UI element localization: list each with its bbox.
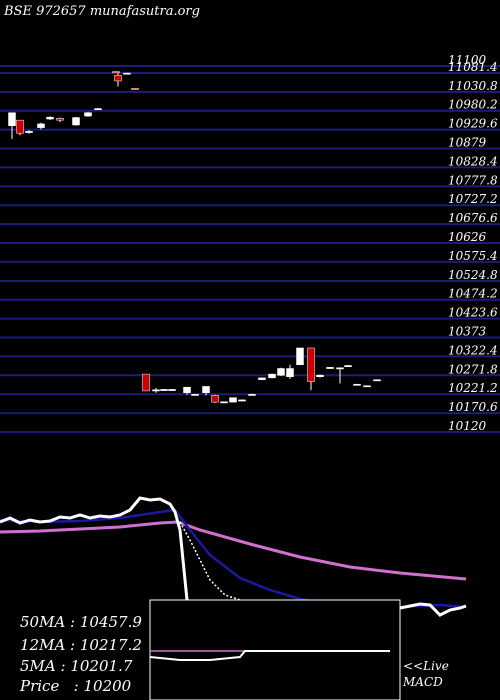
candle-up (168, 389, 176, 391)
candle-up (191, 394, 199, 396)
y-tick-label: 10423.6 (448, 306, 498, 320)
y-tick-label: 10980.2 (448, 98, 498, 112)
candle-up (248, 394, 256, 396)
candle-down (112, 71, 120, 74)
candle-up (363, 385, 371, 388)
candle-up (336, 367, 344, 370)
candle-up (72, 117, 80, 126)
y-tick-label: 10929.6 (448, 117, 498, 131)
candle-up (316, 374, 324, 377)
indicator-panel (0, 496, 467, 617)
candle-up (152, 389, 160, 392)
y-tick-label: 10524.8 (448, 268, 498, 282)
candle-down (142, 373, 150, 392)
candle-up (238, 399, 246, 402)
candle-down (16, 119, 24, 134)
candle-up (160, 389, 168, 391)
y-tick-label: 11030.8 (448, 79, 498, 93)
y-tick-label: 10373 (448, 325, 487, 339)
y-tick-label: 11081.4 (448, 60, 498, 74)
ma-pink-line (0, 520, 467, 581)
candle-up (123, 72, 131, 75)
y-tick-label: 10575.4 (448, 249, 498, 263)
macd-line (149, 650, 390, 661)
candle-down (307, 347, 315, 382)
candle-up (268, 373, 276, 379)
y-tick-label: 10676.6 (448, 211, 498, 225)
y-tick-label: 10474.2 (448, 287, 498, 301)
candle-up (286, 368, 294, 377)
candle-down (211, 395, 219, 403)
candle-up (8, 112, 16, 127)
candle-up (277, 368, 285, 376)
y-tick-label: 10777.8 (448, 173, 498, 187)
ma50-stat: 50MA : 10457.9 (20, 613, 142, 631)
ma5-stat: 5MA : 10201.7 (20, 657, 133, 675)
candle-up (183, 386, 191, 394)
candle-down (114, 75, 122, 82)
candle-up (344, 365, 352, 367)
candle-up (37, 123, 45, 128)
candle-up (84, 112, 92, 117)
candle-up (296, 347, 304, 366)
candle-up (229, 397, 237, 403)
candle-up (94, 108, 102, 111)
price-white-line-right (399, 602, 467, 617)
macd-panel (149, 599, 401, 700)
candle-up (258, 377, 266, 380)
candle-up (46, 116, 54, 120)
y-tick-label: 10727.2 (448, 192, 498, 206)
candle-down (131, 88, 139, 90)
candle-up (202, 386, 210, 394)
y-tick-label: 10322.4 (448, 343, 498, 357)
candle-up (353, 383, 361, 386)
y-tick-label: 10120 (448, 419, 487, 433)
y-tick-label: 10221.2 (448, 381, 498, 395)
candle-down (56, 118, 64, 121)
candle-up (373, 379, 381, 382)
y-tick-label: 10626 (448, 230, 487, 244)
ma-blue-line (0, 508, 467, 609)
macd-live-label: <<Live (403, 659, 449, 673)
y-tick-label: 10170.6 (448, 400, 498, 414)
candles (8, 71, 381, 404)
candle-up (25, 131, 33, 133)
candle-up (326, 367, 334, 369)
candle-up (220, 401, 228, 404)
price-stat: Price : 10200 (20, 677, 132, 695)
chart-title: BSE 972657 munafasutra.org (4, 4, 200, 19)
price-white-line (0, 496, 190, 611)
dotted-line (179, 521, 241, 601)
y-tick-label: 10271.8 (448, 362, 498, 376)
y-tick-label: 10879 (448, 136, 487, 150)
y-tick-label: 11100 (448, 53, 487, 67)
y-tick-label: 10828.4 (448, 154, 498, 168)
macd-label: MACD (403, 675, 443, 689)
ma12-stat: 12MA : 10217.2 (20, 636, 142, 654)
